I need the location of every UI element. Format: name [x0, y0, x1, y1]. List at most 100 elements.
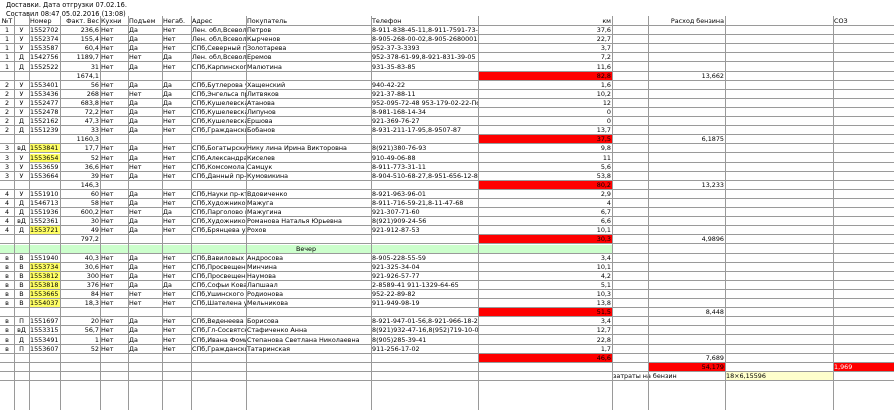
- cell-extra[interactable]: [612, 272, 648, 280]
- cell-soz[interactable]: [833, 345, 894, 353]
- cell-type[interactable]: [14, 354, 29, 362]
- column-header-phone[interactable]: Телефон: [372, 17, 402, 25]
- cell-oversize[interactable]: Нет: [163, 262, 176, 271]
- subtotal-row[interactable]: 1674,1 13,662 82,8: [0, 71, 894, 81]
- cell-address[interactable]: [191, 135, 246, 143]
- cell-extra2[interactable]: [725, 363, 833, 371]
- cell-fuel[interactable]: [648, 172, 725, 180]
- cell-extra2[interactable]: [725, 44, 833, 52]
- cell-weight[interactable]: 72,2: [84, 108, 99, 116]
- cell-soz[interactable]: [833, 117, 894, 125]
- cell-soz[interactable]: [833, 163, 894, 171]
- cell-weight[interactable]: 1189,7: [76, 53, 99, 62]
- cell-kitchens[interactable]: Нет: [101, 217, 114, 226]
- cell-type[interactable]: У: [19, 162, 24, 171]
- cell-buyer[interactable]: Мажугина: [247, 208, 282, 217]
- cell-oversize[interactable]: Нет: [163, 253, 176, 262]
- cell-type[interactable]: [14, 181, 29, 189]
- cell-lift[interactable]: [128, 72, 162, 80]
- cell-buyer[interactable]: Андросова: [247, 253, 284, 262]
- cell-lift[interactable]: Да: [129, 317, 138, 326]
- column-header-trip-no[interactable]: №Т: [1, 17, 13, 25]
- cell-buyer[interactable]: [246, 181, 371, 189]
- cell-lift[interactable]: Да: [129, 171, 138, 180]
- cell-buyer[interactable]: Лапшаал: [247, 280, 278, 289]
- cell-buyer[interactable]: Еремов: [247, 53, 272, 62]
- cell-lift[interactable]: [128, 135, 162, 143]
- cell-km[interactable]: 6,7: [600, 208, 611, 217]
- cell-phone[interactable]: 911-256-17-02: [372, 344, 420, 353]
- cell-extra2[interactable]: [725, 117, 833, 125]
- cell-buyer[interactable]: Татаринская: [247, 344, 290, 353]
- cell-trip-no[interactable]: 3: [4, 153, 10, 162]
- cell-buyer[interactable]: Петров: [247, 26, 272, 35]
- cell-lift[interactable]: Нет: [129, 299, 142, 308]
- cell-kitchens[interactable]: Нет: [101, 80, 114, 89]
- column-header-extra[interactable]: [612, 17, 648, 25]
- km-total-cell[interactable]: 82,8: [478, 71, 612, 80]
- cell-extra2[interactable]: [725, 81, 833, 89]
- cell-order-number[interactable]: 1553721: [29, 226, 60, 235]
- cell-fuel[interactable]: [648, 281, 725, 289]
- cell-buyer[interactable]: Самцук: [247, 162, 273, 171]
- cell-buyer[interactable]: Ершова: [247, 117, 273, 126]
- cell-lift[interactable]: [128, 363, 162, 371]
- cell-oversize[interactable]: [162, 135, 191, 143]
- cell-weight[interactable]: 49: [90, 226, 99, 235]
- cell-oversize[interactable]: Нет: [163, 171, 176, 180]
- cell-address[interactable]: СПб,Ушинского ул,28: [192, 290, 246, 298]
- cell-kitchens[interactable]: Нет: [101, 98, 114, 107]
- cell-trip-no[interactable]: в: [5, 317, 9, 326]
- cell-buyer[interactable]: [246, 72, 371, 80]
- cell-extra[interactable]: [612, 81, 648, 89]
- cell-oversize[interactable]: Нет: [163, 226, 176, 235]
- cell-lift[interactable]: Да: [129, 62, 138, 71]
- cell-buyer[interactable]: [246, 363, 371, 371]
- cell-oversize[interactable]: [162, 308, 191, 316]
- cell-km[interactable]: 11,6: [596, 62, 611, 71]
- cell-extra2[interactable]: [725, 135, 833, 143]
- cell-trip-no[interactable]: [0, 308, 14, 316]
- cell-km[interactable]: [478, 372, 612, 380]
- cell-extra[interactable]: [612, 126, 648, 134]
- cell-km[interactable]: 2,9: [600, 189, 611, 198]
- cell-fuel[interactable]: [648, 226, 725, 234]
- cell-km[interactable]: 6,6: [600, 217, 611, 226]
- cell-phone[interactable]: 8-905-228-55-59: [372, 253, 426, 262]
- cell-weight[interactable]: 56,7: [84, 326, 99, 335]
- cell-phone[interactable]: 910-49-06-88: [372, 153, 416, 162]
- cell-fuel[interactable]: [648, 163, 725, 171]
- cell-soz[interactable]: [833, 90, 894, 98]
- cell-weight[interactable]: 47,3: [84, 117, 99, 126]
- cell-type[interactable]: Д: [19, 53, 24, 62]
- cell-lift[interactable]: Да: [129, 80, 138, 89]
- cell-fuel[interactable]: [648, 63, 725, 71]
- cell-extra2[interactable]: [725, 190, 833, 198]
- cell-address[interactable]: СПб,Северный пр-кт,87: [192, 44, 246, 53]
- cell-km[interactable]: 0: [606, 117, 611, 126]
- cell-extra[interactable]: [612, 181, 648, 189]
- cell-trip-no[interactable]: [0, 72, 14, 80]
- cell-lift[interactable]: Нет: [129, 53, 142, 62]
- cell-kitchens[interactable]: Нет: [101, 317, 114, 326]
- cell-address[interactable]: [191, 235, 246, 243]
- cell-type[interactable]: [14, 372, 29, 380]
- cell-buyer[interactable]: Степанова Светлана Николаевна: [247, 335, 360, 344]
- cell-extra2[interactable]: [725, 254, 833, 262]
- cell-address[interactable]: СПб,Ивана Фомина улица,5: [192, 335, 246, 344]
- cell-kitchens[interactable]: Нет: [101, 299, 114, 308]
- cell-km[interactable]: 22,7: [596, 35, 611, 44]
- cell-extra[interactable]: [612, 263, 648, 271]
- cell-phone[interactable]: [371, 135, 478, 143]
- cell-type[interactable]: [14, 363, 29, 371]
- cell-extra[interactable]: [612, 144, 648, 152]
- cell-phone[interactable]: [371, 72, 478, 80]
- cell-phone[interactable]: [371, 235, 478, 243]
- cell-trip-no[interactable]: [0, 135, 14, 143]
